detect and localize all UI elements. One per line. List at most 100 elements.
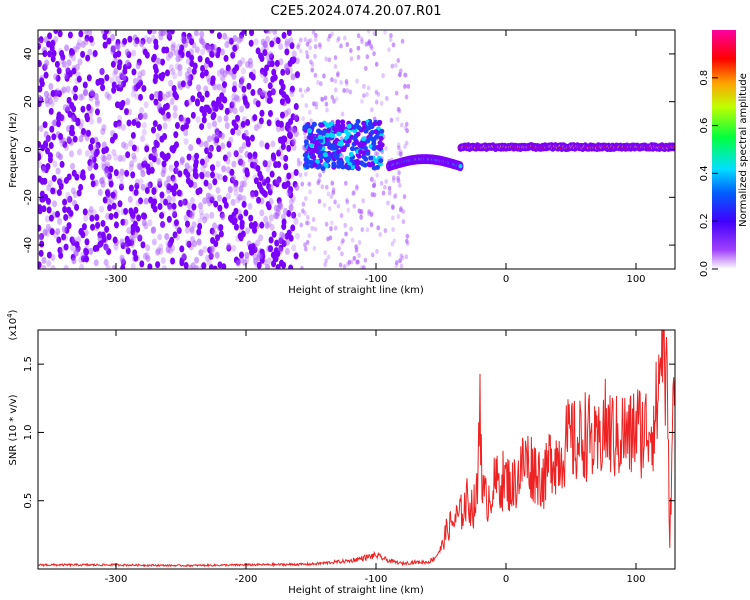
heatmap-cell (225, 166, 231, 174)
heatmap-cell (38, 141, 42, 149)
heatmap-cell (101, 147, 107, 155)
heatmap-cell (226, 242, 232, 250)
heatmap-cell (55, 167, 61, 175)
heatmap-cell (361, 136, 367, 142)
heatmap-cell (232, 35, 238, 43)
heatmap-cell (143, 101, 149, 109)
heatmap-cell (76, 75, 82, 83)
heatmap-cell (122, 37, 128, 45)
heatmap-cell (336, 163, 342, 169)
snr-frame (37, 329, 676, 570)
heatmap-cell (198, 249, 204, 257)
heatmap-cell (366, 30, 371, 34)
heatmap-cell (291, 211, 297, 219)
heatmap-cell (135, 62, 141, 70)
heatmap-cell (210, 194, 216, 202)
heatmap-cell (215, 160, 221, 168)
heatmap-cell (278, 42, 284, 50)
heatmap-cell (238, 213, 244, 221)
heatmap-cell (237, 193, 243, 201)
heatmap-cell (106, 233, 112, 241)
heatmap-cell (355, 131, 361, 137)
heatmap-cell (119, 168, 125, 176)
heatmap-cell (152, 120, 158, 128)
heatmap-cell (335, 38, 340, 44)
heatmap-cell (399, 253, 404, 259)
spectrogram-y-ticks: -40 -20 0 20 40 (23, 48, 675, 253)
heatmap-cell (204, 90, 210, 98)
heatmap-cell (391, 227, 395, 233)
heatmap-cell (97, 188, 103, 196)
heatmap-cell (264, 142, 270, 150)
heatmap-cell (221, 263, 227, 269)
heatmap-cell (38, 85, 43, 93)
heatmap-cell (162, 93, 168, 101)
heatmap-cell (46, 259, 52, 267)
heatmap-cell (354, 139, 360, 145)
heatmap-cell (101, 124, 107, 132)
heatmap-cell (99, 205, 105, 213)
heatmap-cell (134, 182, 140, 190)
heatmap-cell (346, 207, 351, 213)
heatmap-cell (169, 145, 175, 153)
heatmap-cell (136, 214, 142, 222)
heatmap-cell (51, 174, 57, 182)
heatmap-cell (231, 73, 237, 81)
heatmap-cell (185, 81, 191, 89)
heatmap-cell (264, 64, 270, 72)
heatmap-cell (324, 56, 328, 62)
heatmap-cell (303, 210, 307, 216)
heatmap-cell (294, 71, 300, 79)
heatmap-cell (238, 146, 244, 154)
heatmap-cell (160, 170, 166, 178)
heatmap-cell (261, 189, 267, 197)
heatmap-cell (400, 122, 404, 128)
heatmap-cell (228, 136, 234, 144)
heatmap-cell (209, 245, 215, 253)
heatmap-cell (61, 225, 67, 233)
heatmap-cell (284, 247, 290, 255)
heatmap-cell (262, 49, 268, 57)
heatmap-cell (175, 55, 181, 63)
heatmap-cell (326, 254, 331, 260)
heatmap-cell (199, 105, 205, 113)
heatmap-cell (166, 195, 172, 203)
heatmap-cell (137, 234, 143, 242)
heatmap-cell (172, 104, 178, 112)
heatmap-cell (284, 67, 290, 75)
heatmap-cell (342, 88, 346, 94)
heatmap-cell (124, 108, 130, 116)
heatmap-cell (207, 151, 213, 159)
heatmap-cell (265, 176, 271, 184)
heatmap-cell (330, 77, 334, 83)
heatmap-cell (217, 173, 223, 181)
heatmap-cell (325, 107, 329, 113)
heatmap-cell (308, 109, 312, 115)
heatmap-cell (208, 264, 214, 269)
heatmap-cell (270, 152, 276, 160)
heatmap-cell (209, 251, 215, 259)
heatmap-cell (303, 242, 307, 248)
heatmap-cell (50, 90, 56, 98)
heatmap-cell (132, 155, 138, 163)
heatmap-cell (50, 187, 56, 195)
heatmap-cell (124, 235, 130, 243)
heatmap-cell (155, 157, 161, 165)
heatmap-cell (43, 71, 49, 79)
heatmap-cell (89, 173, 95, 181)
heatmap-cell (291, 244, 297, 252)
heatmap-cell (103, 258, 109, 266)
heatmap-cell (42, 229, 48, 237)
heatmap-cell (134, 37, 140, 45)
heatmap-cell (66, 136, 72, 144)
heatmap-cell (329, 226, 333, 232)
heatmap-cell (250, 190, 256, 198)
heatmap-cell (344, 81, 349, 87)
heatmap-cell (286, 210, 292, 218)
heatmap-cell (50, 39, 56, 47)
heatmap-cell (333, 199, 337, 205)
heatmap-cell (194, 265, 200, 269)
heatmap-cell (55, 120, 61, 128)
heatmap-cell (166, 30, 172, 35)
heatmap-cell (131, 84, 137, 92)
